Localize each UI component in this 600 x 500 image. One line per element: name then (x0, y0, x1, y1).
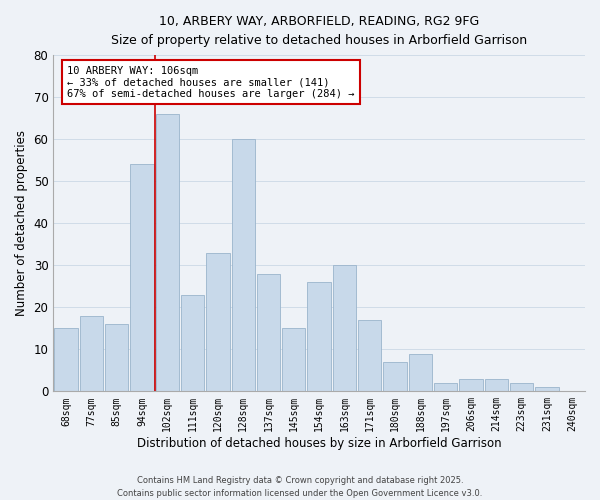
Bar (206, 252, 230, 392)
Text: Contains HM Land Registry data © Crown copyright and database right 2025.
Contai: Contains HM Land Registry data © Crown c… (118, 476, 482, 498)
Bar (181, 294, 204, 392)
Bar (510, 383, 533, 392)
Bar (535, 387, 559, 392)
Bar (333, 265, 356, 392)
Bar (55, 328, 77, 392)
Bar (307, 282, 331, 392)
Bar (282, 328, 305, 392)
Bar (460, 378, 483, 392)
Bar (257, 274, 280, 392)
Bar (485, 378, 508, 392)
Bar (105, 324, 128, 392)
Title: 10, ARBERY WAY, ARBORFIELD, READING, RG2 9FG
Size of property relative to detach: 10, ARBERY WAY, ARBORFIELD, READING, RG2… (111, 15, 527, 47)
Bar (80, 316, 103, 392)
X-axis label: Distribution of detached houses by size in Arborfield Garrison: Distribution of detached houses by size … (137, 437, 502, 450)
Bar (130, 164, 154, 392)
Bar (155, 114, 179, 392)
Bar (383, 362, 407, 392)
Y-axis label: Number of detached properties: Number of detached properties (15, 130, 28, 316)
Bar (232, 139, 255, 392)
Bar (434, 383, 457, 392)
Text: 10 ARBERY WAY: 106sqm
← 33% of detached houses are smaller (141)
67% of semi-det: 10 ARBERY WAY: 106sqm ← 33% of detached … (67, 66, 355, 99)
Bar (409, 354, 432, 392)
Bar (358, 320, 382, 392)
